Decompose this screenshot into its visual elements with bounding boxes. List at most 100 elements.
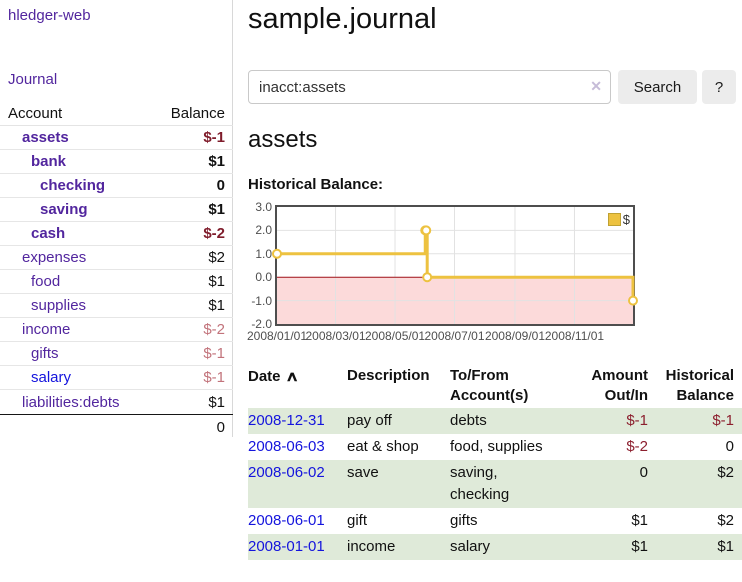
transaction-accounts: food, supplies — [450, 438, 543, 455]
transaction-date-link[interactable]: 2008-06-03 — [248, 438, 325, 455]
account-row: expenses $2 — [0, 246, 233, 270]
balance-chart: $3.0 2.0 1.0 0.0 -1.0 -2.0 2008/01/01 2008/03/0… — [247, 200, 742, 353]
total-balance: 0 — [216, 419, 225, 436]
register-row: 2008-01-01 income salary $1 $1 — [248, 534, 742, 560]
search-input-wrap: ✕ — [248, 70, 611, 104]
historical-balance-column-header: Historical Balance — [665, 367, 734, 404]
chart-plot-area: $ — [272, 205, 638, 326]
account-link[interactable]: gifts — [31, 345, 59, 362]
register-header-row: Date ∧ Description To/From Account(s) Amo… — [248, 364, 742, 408]
account-row: checking 0 — [0, 174, 233, 198]
transaction-accounts: salary — [450, 538, 491, 555]
transaction-accounts: saving, checking — [450, 464, 510, 503]
account-link[interactable]: expenses — [22, 249, 87, 266]
account-column-header: Account — [8, 105, 63, 122]
account-total-row: 0 — [0, 414, 233, 437]
account-row: food $1 — [0, 270, 233, 294]
account-row: income $-2 — [0, 318, 233, 342]
transaction-amount: $1 — [631, 512, 648, 529]
account-link[interactable]: liabilities:debts — [22, 393, 120, 411]
account-balance: $1 — [208, 153, 225, 170]
search-form: ✕ Search ? — [248, 70, 736, 104]
register-row: 2008-06-03 eat & shop food, supplies $-2 0 — [248, 434, 742, 460]
clear-search-icon[interactable]: ✕ — [590, 78, 602, 94]
transaction-date-link[interactable]: 2008-06-02 — [248, 464, 325, 481]
account-link[interactable]: checking — [40, 177, 106, 194]
transaction-description: income — [347, 538, 396, 555]
amount-column-header: Amount Out/In — [591, 367, 648, 404]
account-link[interactable]: cash — [31, 225, 66, 242]
account-row: supplies $1 — [0, 294, 233, 318]
transaction-amount: $-2 — [626, 438, 648, 455]
accounts-column-header: To/From Account(s) — [450, 367, 529, 404]
account-row: liabilities:debts $1 — [0, 390, 233, 414]
sidebar: hledger-web Journal Account Balance asse… — [0, 0, 233, 437]
x-axis-tick-label: 2008/05/01 — [364, 329, 426, 343]
account-balance: $-2 — [203, 321, 225, 338]
x-axis-tick-label: 2008/03/01 — [305, 329, 366, 343]
register-row: 2008-06-01 gift gifts $1 $2 — [248, 508, 742, 534]
account-balance: 0 — [216, 177, 225, 194]
account-balance-table: Account Balance assets $-1 bank $1 checking 0… — [0, 102, 233, 437]
account-link[interactable]: income — [22, 321, 71, 338]
account-link[interactable]: assets — [22, 129, 69, 146]
account-heading: assets — [248, 126, 318, 153]
help-button[interactable]: ? — [702, 70, 736, 104]
account-balance: $1 — [208, 273, 225, 290]
transaction-date-link[interactable]: 2008-06-01 — [248, 512, 325, 529]
account-row: assets $-1 — [0, 126, 233, 150]
account-balance: $-2 — [203, 225, 225, 242]
register-row: 2008-12-31 pay off debts $-1 $-1 — [248, 408, 742, 434]
y-axis-tick-label: 3.0 — [255, 200, 272, 214]
balance-column-header: Balance — [170, 105, 225, 122]
transaction-amount: $-1 — [626, 412, 648, 429]
account-row: salary $-1 — [0, 366, 233, 390]
account-row: saving $1 — [0, 198, 233, 222]
x-axis-tick-label: 2008/07/01 — [424, 329, 485, 343]
transaction-amount: $1 — [631, 538, 648, 555]
account-link[interactable]: bank — [31, 153, 67, 170]
chart-title: Historical Balance: — [248, 176, 384, 193]
chart-legend: $ — [607, 212, 630, 227]
date-column-header[interactable]: Date ∧ — [248, 364, 347, 408]
y-axis-tick-label: -2.0 — [251, 317, 272, 331]
y-axis-tick-label: -1.0 — [251, 293, 272, 308]
account-tree: assets $-1 bank $1 checking 0 saving $1 cash $-2 e… — [0, 126, 233, 414]
account-link[interactable]: food — [31, 273, 61, 290]
x-axis-tick-label: 2008/11/01 — [544, 329, 605, 343]
account-row: bank $1 — [0, 150, 233, 174]
page-title: sample.journal — [248, 3, 437, 35]
transaction-balance: $-1 — [712, 412, 734, 429]
transaction-date-link[interactable]: 2008-01-01 — [248, 538, 325, 555]
account-link[interactable]: supplies — [31, 297, 87, 314]
search-input[interactable] — [248, 70, 611, 104]
transaction-accounts: gifts — [450, 512, 478, 529]
transaction-balance: $1 — [717, 538, 734, 555]
transaction-amount: 0 — [639, 464, 648, 481]
account-balance: $2 — [208, 249, 225, 266]
series-swatch-icon — [607, 213, 621, 226]
account-balance: $-1 — [203, 369, 225, 386]
y-axis-tick-label: 1.0 — [255, 246, 272, 261]
account-row: gifts $-1 — [0, 342, 233, 366]
account-balance: $1 — [208, 393, 225, 411]
register-table: Date ∧ Description To/From Account(s) Amo… — [248, 364, 742, 560]
transaction-date-link[interactable]: 2008-12-31 — [248, 412, 325, 429]
account-balance: $-1 — [203, 129, 225, 146]
main-content: sample.journal ✕ Search ? assets Histori… — [247, 0, 742, 582]
app-title-link[interactable]: hledger-web — [8, 7, 91, 24]
account-balance: $-1 — [203, 345, 225, 362]
account-link[interactable]: salary — [31, 369, 72, 386]
date-header-label: Date — [248, 368, 281, 385]
transaction-description: save — [347, 464, 379, 481]
x-axis-tick-label: 2008/09/01 — [484, 329, 545, 343]
account-link[interactable]: saving — [40, 201, 88, 218]
account-table-header: Account Balance — [0, 102, 233, 126]
account-balance: $1 — [208, 297, 225, 314]
transaction-description: eat & shop — [347, 438, 419, 455]
transaction-balance: 0 — [725, 438, 734, 455]
transaction-balance: $2 — [717, 512, 734, 529]
transaction-accounts: debts — [450, 412, 487, 429]
search-button[interactable]: Search — [618, 70, 697, 104]
sidebar-item-journal[interactable]: Journal — [8, 71, 58, 88]
